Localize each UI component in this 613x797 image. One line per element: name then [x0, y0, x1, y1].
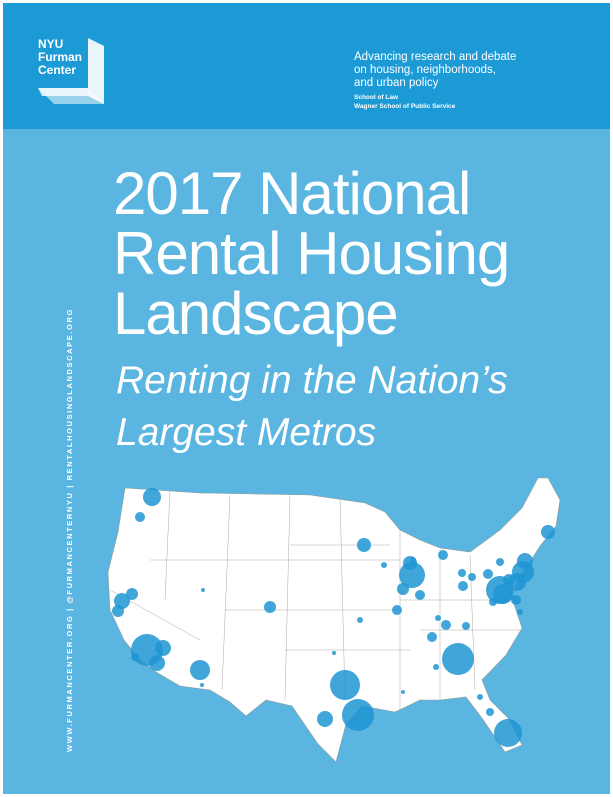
school: Wagner School of Public Service [354, 103, 456, 110]
metro-bubble [517, 609, 523, 615]
metro-bubble [200, 683, 204, 687]
side-text: WWW.FURMANCENTER.ORG | @FURMANCENTERNYU … [65, 308, 74, 752]
metro-bubble [541, 525, 555, 539]
metro-bubble [392, 605, 402, 615]
metro-bubble [135, 512, 145, 522]
metro-bubble [401, 690, 405, 694]
metro-bubble [264, 601, 276, 613]
title-line: 2017 National [113, 160, 470, 227]
school: School of Law [354, 94, 399, 101]
metro-bubble [342, 699, 374, 731]
metro-bubble [317, 711, 333, 727]
metro-bubble [190, 660, 210, 680]
metro-bubble [410, 557, 416, 563]
metro-bubble [517, 553, 533, 569]
metro-bubble [415, 590, 425, 600]
tagline: and urban policy [354, 77, 439, 89]
metro-bubble [357, 538, 371, 552]
metro-bubble [477, 694, 483, 700]
title-line: Rental Housing [113, 220, 509, 287]
subtitle-line: Renting in the Nation’s [116, 359, 508, 402]
metro-bubble [381, 562, 387, 568]
metro-bubble [397, 583, 409, 595]
metro-bubble [330, 670, 360, 700]
metro-bubble [399, 562, 425, 588]
metro-bubble [112, 605, 124, 617]
metro-bubble [143, 488, 161, 506]
metro-bubble [458, 569, 466, 577]
logo-text: Center [38, 63, 76, 77]
metro-bubble [494, 719, 522, 747]
metro-bubble [441, 620, 451, 630]
header-band [3, 3, 610, 129]
metro-bubble [496, 558, 504, 566]
metro-bubble [435, 615, 441, 621]
logo-text: Furman [38, 50, 82, 64]
metro-bubble [201, 588, 205, 592]
logo-text: NYU [38, 37, 63, 51]
metro-bubble [489, 598, 497, 606]
metro-bubble [503, 574, 515, 586]
metro-bubble [511, 595, 521, 605]
metro-bubble [486, 708, 494, 716]
subtitle-line: Largest Metros [116, 411, 376, 454]
metro-bubble [458, 581, 468, 591]
metro-bubble [468, 573, 476, 581]
tagline: on housing, neighborhoods, [354, 64, 496, 76]
metro-bubble [332, 651, 336, 655]
logo-mark [38, 38, 104, 104]
metro-bubble [438, 550, 448, 560]
metro-bubble [442, 643, 474, 675]
metro-bubble [357, 617, 363, 623]
metro-bubble [155, 640, 171, 656]
title-line: Landscape [113, 280, 398, 347]
metro-bubbles [112, 488, 555, 747]
metro-bubble [126, 588, 138, 600]
metro-bubble [427, 632, 437, 642]
metro-bubble [131, 653, 139, 661]
metro-bubble [149, 655, 165, 671]
tagline: Advancing research and debate [354, 51, 516, 63]
metro-bubble [433, 664, 439, 670]
metro-bubble [462, 622, 470, 630]
metro-bubble [483, 569, 493, 579]
